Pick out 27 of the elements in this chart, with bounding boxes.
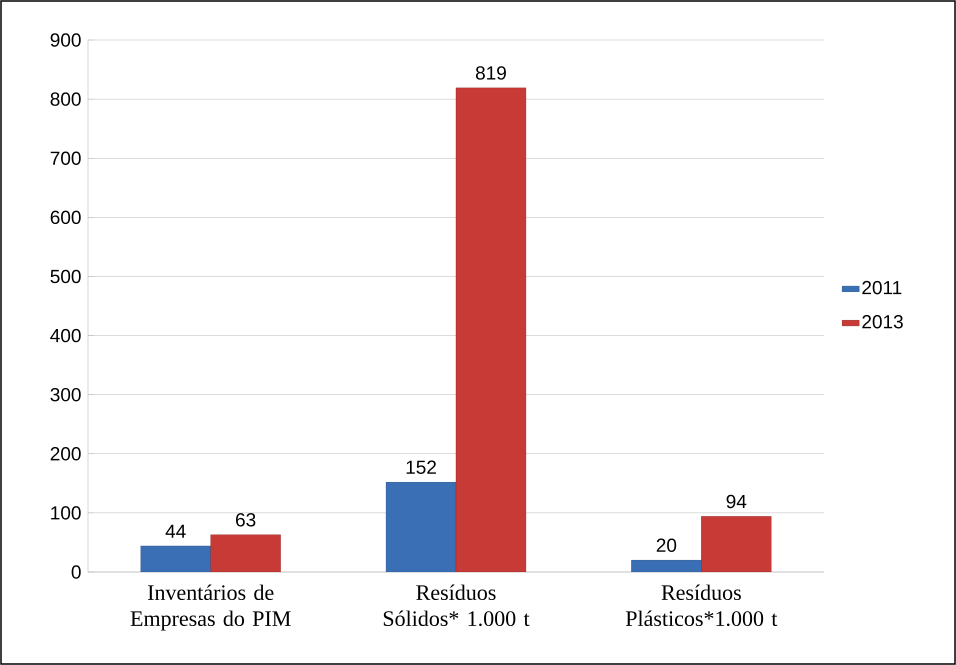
y-tick-label: 100 — [51, 506, 81, 520]
data-label: 20 — [656, 538, 676, 552]
x-tick-label: Inventários de Empresas do PIM — [130, 584, 291, 631]
bar — [140, 546, 211, 572]
data-label: 44 — [166, 524, 186, 538]
bar — [701, 516, 772, 572]
y-tick-label: 400 — [50, 328, 81, 342]
y-tick-label: 700 — [50, 151, 81, 165]
bar — [456, 88, 526, 572]
bar — [210, 534, 281, 572]
data-label: 152 — [406, 460, 436, 474]
y-tick-label: 0 — [72, 565, 81, 579]
data-label: 819 — [476, 66, 506, 80]
legend-label: 2011 — [862, 280, 902, 294]
x-tick-label: Resíduos Plásticos*1.000 t — [626, 584, 778, 626]
legend-label: 2013 — [862, 314, 903, 328]
data-label: 94 — [726, 494, 746, 508]
bar — [631, 560, 702, 572]
y-tick-label: 900 — [50, 33, 81, 47]
bar — [386, 482, 456, 572]
y-tick-label: 200 — [50, 447, 81, 461]
y-tick-label: 300 — [50, 388, 81, 402]
x-tick-label: Resíduos Sólidos* 1.000 t — [384, 584, 530, 626]
y-tick-label: 800 — [50, 92, 81, 106]
y-tick-label: 500 — [50, 270, 81, 284]
data-label: 63 — [236, 513, 256, 527]
y-tick-label: 600 — [50, 210, 81, 224]
